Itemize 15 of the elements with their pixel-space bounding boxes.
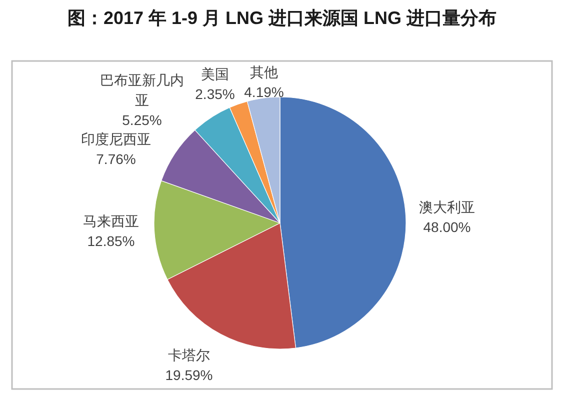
slice-label: 其他	[250, 64, 278, 80]
slice-label: 美国	[201, 66, 229, 82]
data-label: 12.85%	[87, 232, 135, 249]
slice-label: 巴布亚新几内亚	[100, 72, 184, 108]
chart-title: 图：2017 年 1-9 月 LNG 进口来源国 LNG 进口量分布	[67, 8, 497, 28]
data-label: 48.00%	[423, 218, 471, 235]
data-label: 7.76%	[96, 150, 136, 167]
slice-label: 印度尼西亚	[81, 130, 151, 147]
slice-label: 卡塔尔	[168, 346, 210, 363]
slice-label: 澳大利亚	[419, 198, 475, 215]
slice-label: 马来西亚	[83, 212, 139, 229]
data-label: 19.59%	[165, 366, 213, 383]
data-label: 4.19%	[244, 84, 284, 100]
data-label: 2.35%	[195, 86, 235, 102]
data-label: 5.25%	[122, 112, 162, 128]
